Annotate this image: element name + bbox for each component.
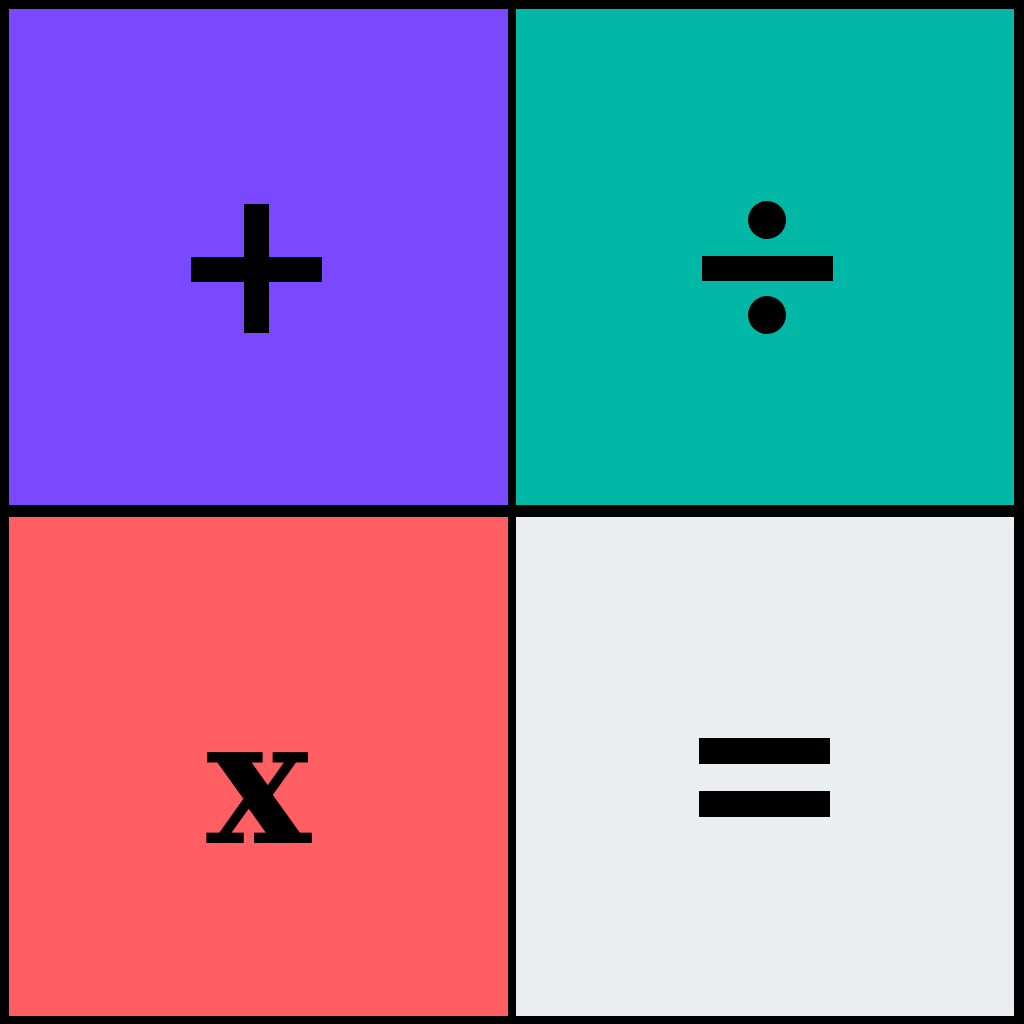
plus-tile <box>9 9 508 505</box>
equals-tile <box>516 517 1014 1016</box>
times-tile: x <box>9 517 508 1016</box>
times-icon: x <box>206 680 311 885</box>
divide-tile <box>516 9 1014 505</box>
